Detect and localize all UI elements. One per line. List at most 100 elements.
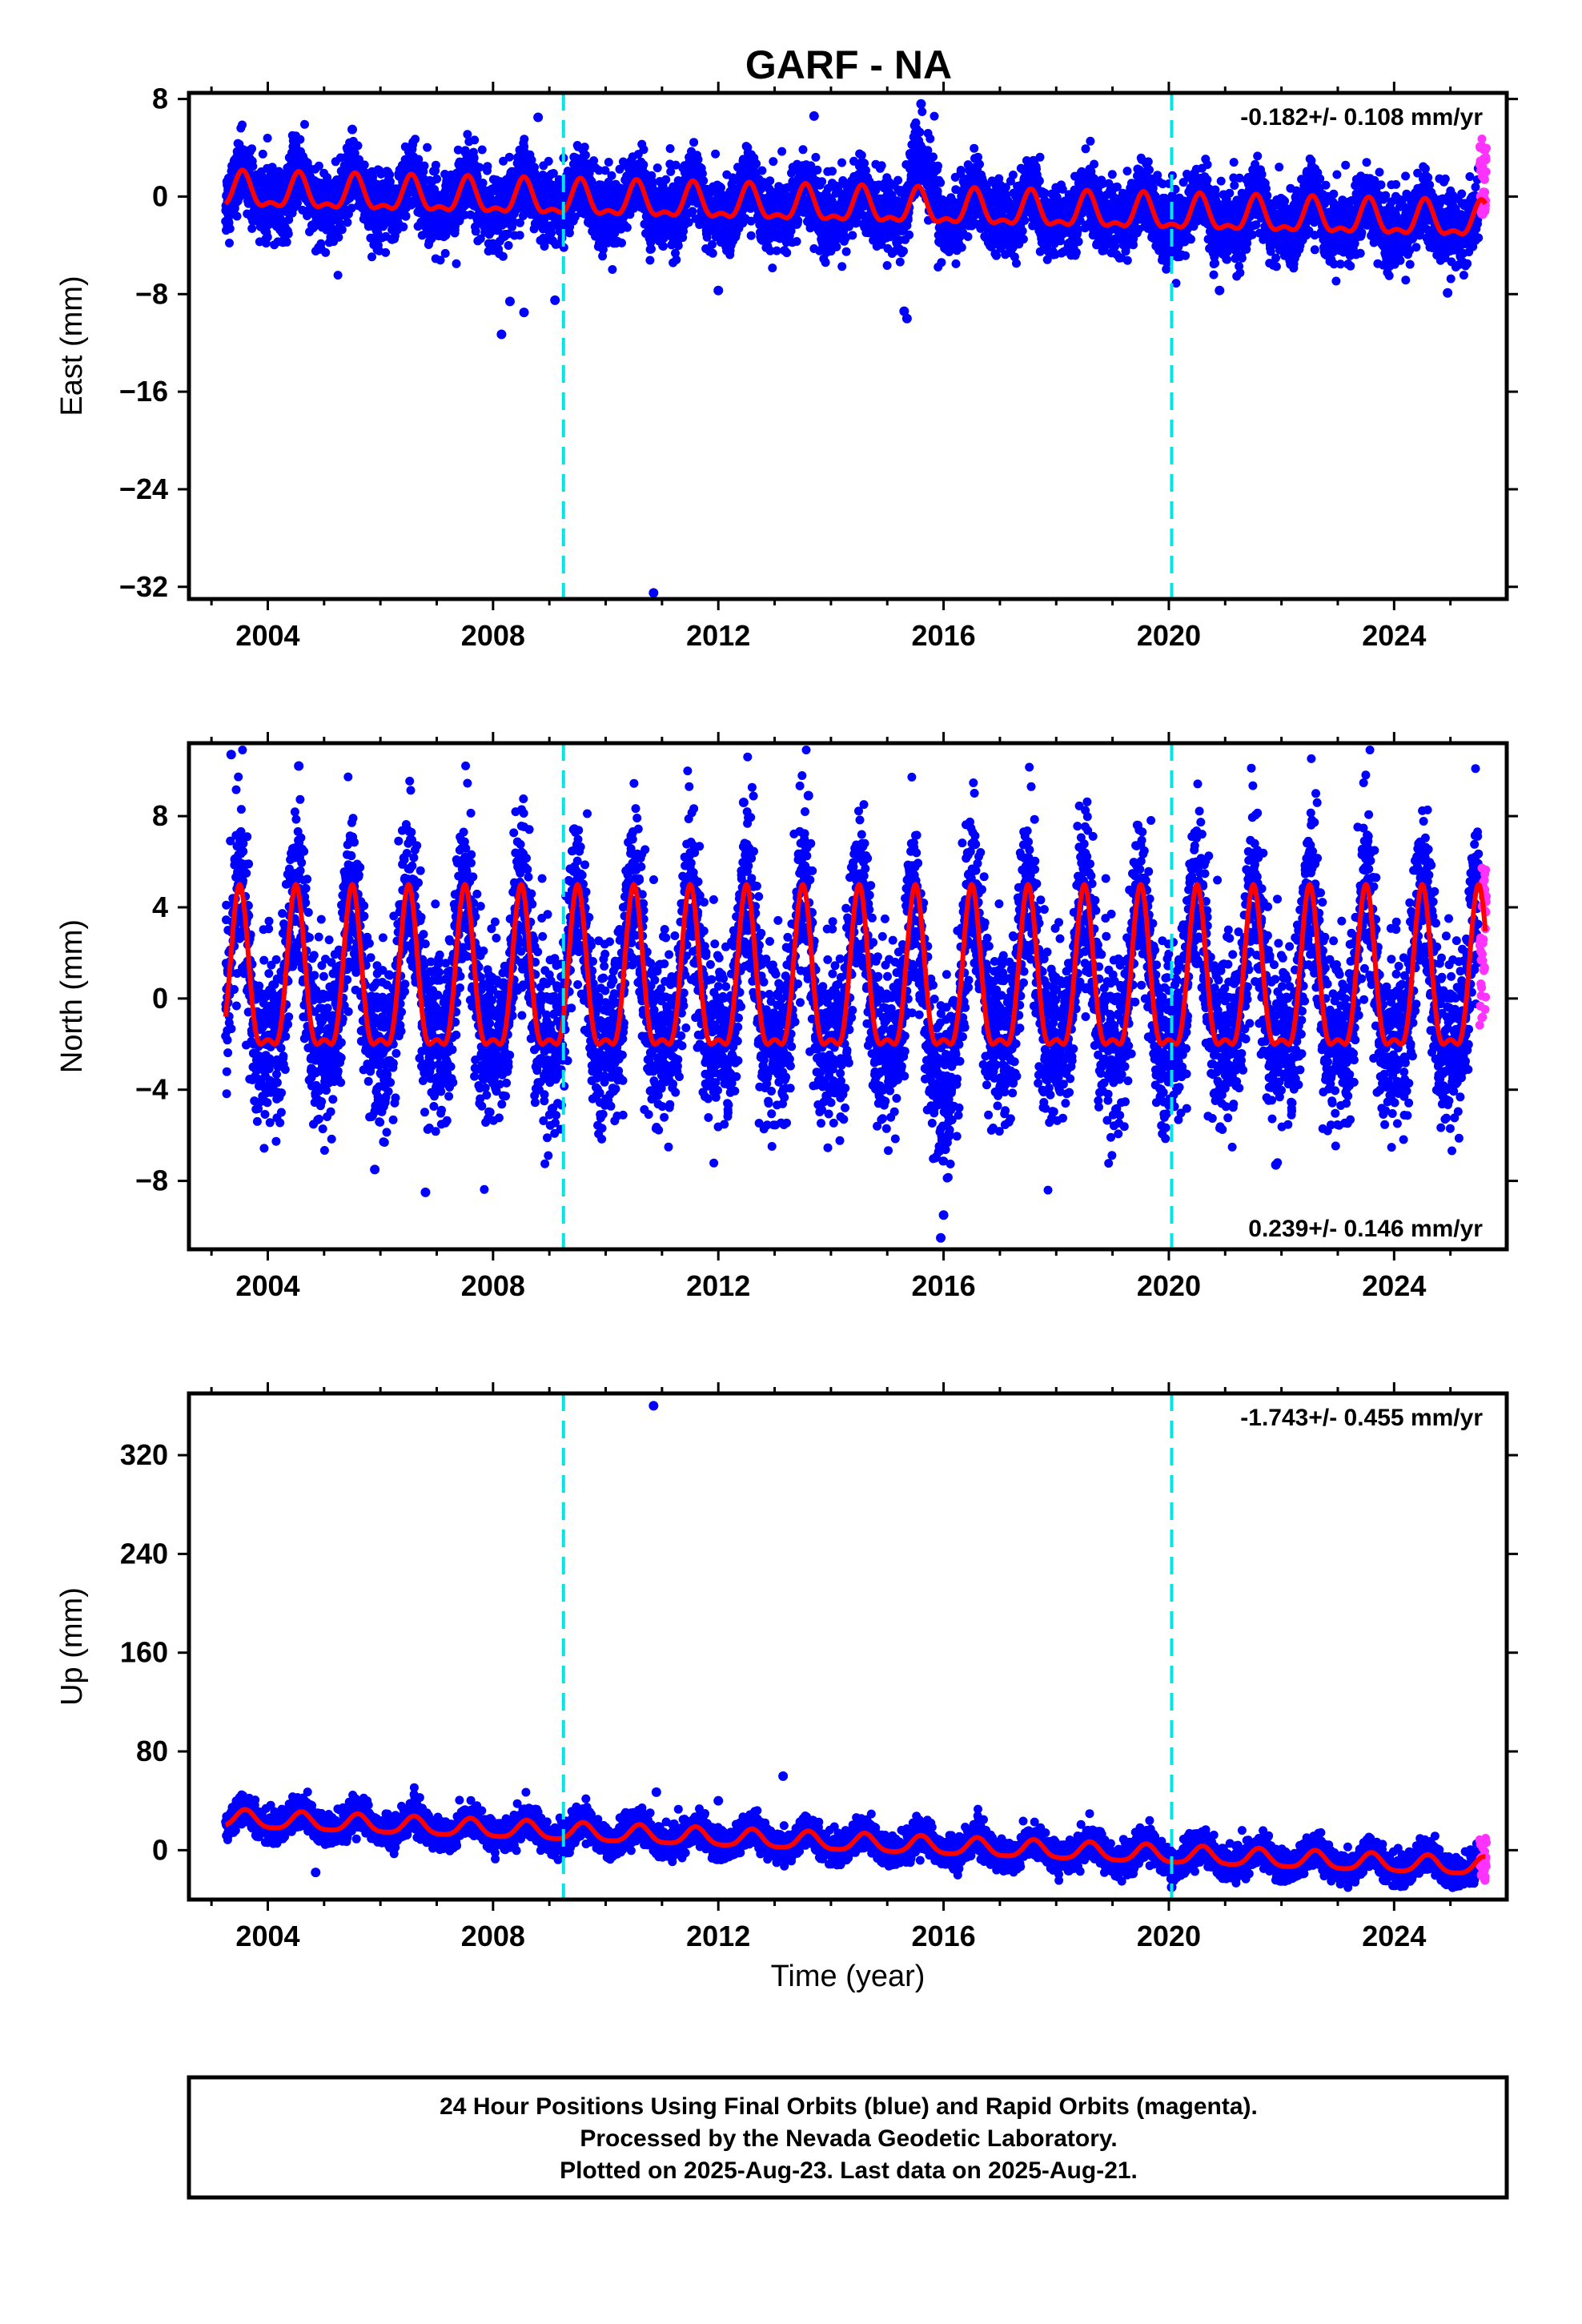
data-point bbox=[337, 225, 347, 235]
data-point bbox=[284, 215, 294, 224]
data-point bbox=[225, 224, 235, 233]
data-point bbox=[813, 165, 822, 175]
data-point bbox=[452, 259, 461, 268]
data-point bbox=[263, 232, 272, 242]
data-point bbox=[639, 160, 648, 170]
data-point bbox=[463, 130, 472, 139]
data-point bbox=[469, 153, 479, 163]
data-point bbox=[717, 183, 725, 192]
data-point bbox=[283, 229, 293, 239]
data-point bbox=[951, 259, 961, 268]
data-point bbox=[515, 231, 524, 240]
data-point bbox=[504, 241, 513, 250]
data-point bbox=[411, 135, 420, 144]
data-point bbox=[752, 159, 761, 168]
data-point bbox=[508, 217, 518, 227]
data-point bbox=[811, 152, 821, 162]
data-point bbox=[401, 211, 411, 221]
data-point bbox=[782, 248, 792, 258]
data-point bbox=[431, 160, 440, 170]
data-point bbox=[882, 261, 892, 270]
data-point bbox=[963, 232, 973, 241]
data-point bbox=[652, 163, 662, 173]
data-point bbox=[975, 159, 984, 169]
data-point bbox=[684, 218, 693, 227]
data-point bbox=[639, 145, 648, 155]
data-point bbox=[936, 178, 946, 187]
data-point bbox=[470, 135, 480, 145]
data-point bbox=[899, 247, 908, 255]
data-point bbox=[472, 172, 482, 182]
data-point bbox=[436, 255, 445, 265]
data-point bbox=[1034, 176, 1044, 186]
data-point bbox=[293, 199, 302, 208]
data-point bbox=[264, 219, 274, 229]
east-panel: 2004 2008 2012 2016 2020 202480−8−16−24−32Eas… bbox=[55, 82, 1518, 652]
data-point bbox=[488, 239, 498, 248]
data-point bbox=[300, 119, 309, 129]
data-point bbox=[321, 247, 331, 257]
data-point bbox=[970, 143, 979, 153]
data-point bbox=[711, 149, 721, 159]
data-point bbox=[504, 152, 514, 162]
data-point bbox=[915, 127, 925, 137]
data-point bbox=[399, 222, 408, 231]
data-point bbox=[956, 166, 966, 175]
data-point bbox=[930, 111, 939, 121]
data-point bbox=[423, 143, 432, 152]
data-point bbox=[471, 227, 480, 236]
data-point bbox=[765, 176, 775, 186]
data-point bbox=[757, 166, 767, 175]
data-point bbox=[594, 166, 604, 175]
data-point bbox=[929, 152, 938, 162]
data-point bbox=[381, 247, 391, 257]
data-point bbox=[828, 167, 837, 176]
data-point bbox=[600, 166, 610, 175]
data-point bbox=[837, 158, 846, 167]
data-point bbox=[693, 155, 703, 164]
data-point bbox=[295, 135, 305, 144]
data-point bbox=[232, 211, 242, 221]
data-point bbox=[1012, 259, 1021, 268]
data-point bbox=[420, 161, 429, 171]
data-point bbox=[1035, 152, 1045, 162]
data-point bbox=[258, 149, 267, 159]
data-point bbox=[673, 241, 683, 251]
data-point bbox=[933, 187, 942, 196]
data-point bbox=[617, 238, 626, 247]
data-point bbox=[661, 175, 671, 184]
data-point bbox=[688, 207, 697, 216]
data-point bbox=[314, 161, 323, 171]
data-point bbox=[527, 155, 536, 165]
data-point bbox=[440, 248, 450, 258]
data-point bbox=[777, 147, 787, 156]
data-point bbox=[841, 247, 851, 256]
data-point bbox=[589, 156, 599, 166]
data-point bbox=[832, 242, 841, 251]
data-point bbox=[432, 175, 442, 183]
data-point bbox=[697, 169, 707, 179]
data-point bbox=[334, 232, 343, 242]
data-point bbox=[515, 218, 524, 227]
data-point bbox=[385, 170, 395, 179]
data-point bbox=[1020, 215, 1030, 225]
data-point bbox=[671, 248, 680, 258]
data-point bbox=[699, 176, 709, 186]
data-point bbox=[877, 161, 886, 171]
data-point bbox=[1018, 235, 1028, 244]
data-point bbox=[689, 138, 699, 147]
data-point bbox=[587, 177, 596, 187]
data-point bbox=[347, 203, 356, 213]
data-point bbox=[498, 251, 508, 261]
data-point bbox=[817, 177, 827, 187]
figure-title: GARF - NA bbox=[745, 42, 952, 87]
data-point bbox=[453, 145, 463, 155]
data-point bbox=[837, 262, 847, 271]
data-point bbox=[666, 167, 676, 176]
data-point bbox=[580, 143, 589, 152]
data-point bbox=[247, 144, 256, 154]
data-point bbox=[1018, 227, 1027, 235]
data-point bbox=[746, 231, 756, 240]
data-point bbox=[475, 163, 484, 172]
data-point bbox=[263, 134, 272, 143]
